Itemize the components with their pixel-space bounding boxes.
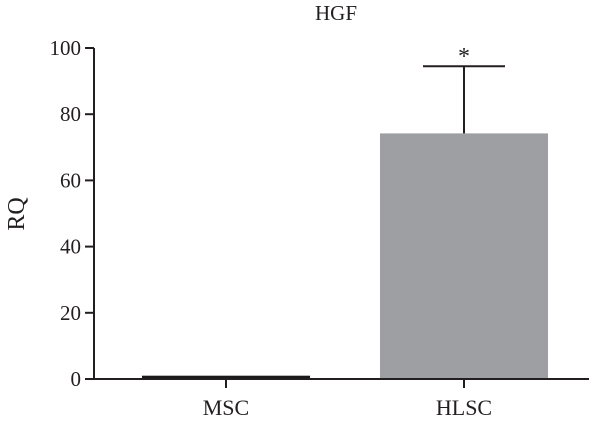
y-axis-title: RQ bbox=[4, 197, 30, 230]
x-tick-label: MSC bbox=[203, 395, 249, 420]
significance-marker: * bbox=[458, 44, 470, 70]
y-axis-ticks: 0 20 40 60 80 100 bbox=[50, 36, 94, 391]
chart-title: HGF bbox=[315, 1, 357, 25]
y-tick-label: 40 bbox=[60, 235, 81, 259]
bar-msc bbox=[142, 375, 310, 379]
bars-group bbox=[142, 133, 548, 379]
y-tick-label: 20 bbox=[60, 301, 81, 325]
bar-hlsc bbox=[380, 133, 548, 379]
y-tick-label: 100 bbox=[50, 36, 82, 60]
x-axis-labels: MSC HLSC bbox=[203, 379, 492, 420]
y-tick-label: 80 bbox=[60, 102, 81, 126]
y-tick-label: 0 bbox=[71, 367, 82, 391]
y-tick-label: 60 bbox=[60, 168, 81, 192]
error-bars-group: * bbox=[423, 44, 505, 134]
x-tick-label: HLSC bbox=[436, 395, 492, 420]
